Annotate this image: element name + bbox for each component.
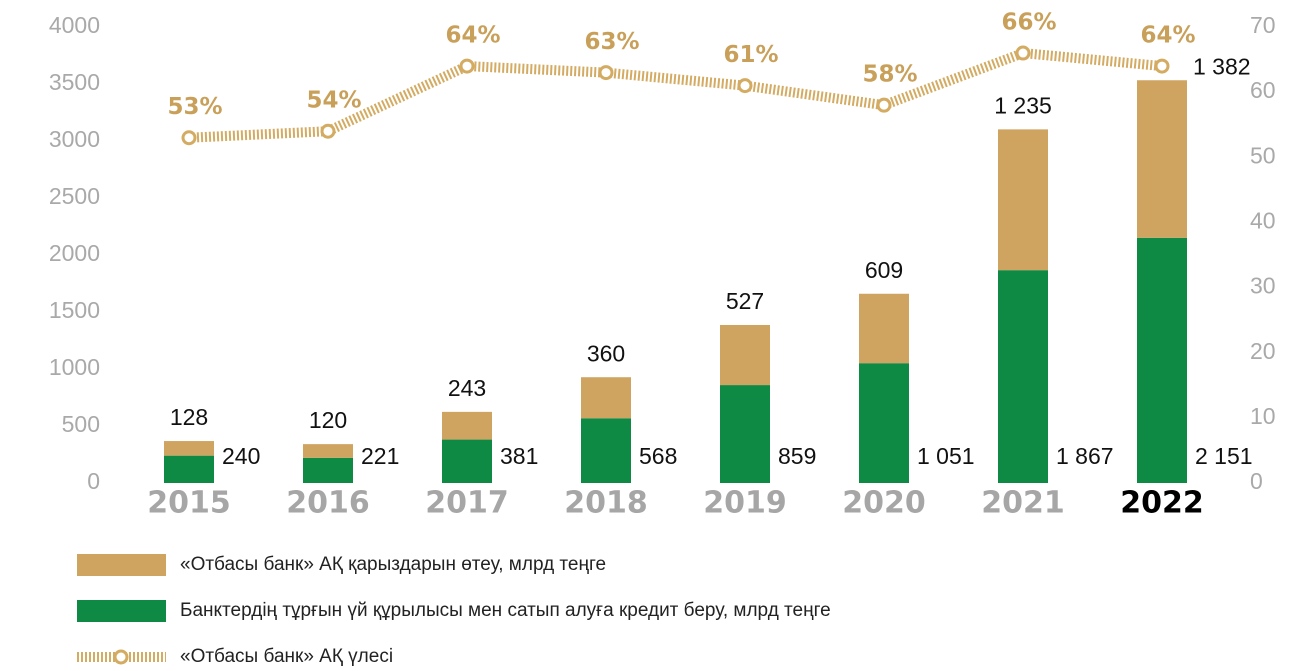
y-tick-label: 0 <box>87 468 100 494</box>
line-point <box>459 58 475 74</box>
x-tick-label: 2015 <box>147 486 231 521</box>
line-label: 63% <box>584 29 639 55</box>
value-label: 568 <box>639 443 677 469</box>
bar-segment <box>581 377 631 419</box>
legend-swatch <box>77 554 166 576</box>
y2-tick-label: 10 <box>1250 403 1276 429</box>
legend-label: «Отбасы банк» АҚ үлесі <box>180 646 393 667</box>
y-tick-label: 500 <box>62 411 100 437</box>
bar-segment <box>303 444 353 458</box>
y-tick-label: 3000 <box>49 126 100 152</box>
bar-segment <box>164 441 214 456</box>
y2-tick-label: 50 <box>1250 142 1276 168</box>
value-label: 609 <box>865 257 903 283</box>
line-label: 66% <box>1001 10 1056 36</box>
legend-label: «Отбасы банк» АҚ қарыздарын өтеу, млрд т… <box>180 554 606 575</box>
line-point <box>1015 45 1031 61</box>
line-label: 53% <box>167 94 222 120</box>
legend-swatch <box>77 600 166 622</box>
bar-segment <box>303 457 353 483</box>
x-tick-label: 2017 <box>425 486 509 521</box>
x-tick-label: 2019 <box>703 486 787 521</box>
bar-segment <box>581 418 631 483</box>
legend-swatch <box>113 649 129 665</box>
value-label: 120 <box>309 407 347 433</box>
bar-segment <box>1137 237 1187 483</box>
x-tick-label: 2022 <box>1120 486 1204 521</box>
x-tick-label: 2016 <box>286 486 370 521</box>
value-label: 1 382 <box>1193 53 1251 79</box>
bar-segment <box>720 324 770 386</box>
line-point <box>320 123 336 139</box>
bar-segment <box>998 129 1048 271</box>
line-point <box>181 130 197 146</box>
line-point <box>598 65 614 81</box>
y2-tick-label: 40 <box>1250 208 1276 234</box>
line-label: 64% <box>1140 23 1195 49</box>
line-label: 58% <box>862 62 917 88</box>
y-tick-label: 2500 <box>49 183 100 209</box>
value-label: 1 867 <box>1056 443 1114 469</box>
y2-tick-label: 20 <box>1250 338 1276 364</box>
bar-segment <box>1137 80 1187 238</box>
line-label: 54% <box>306 88 361 114</box>
line-label: 61% <box>723 42 778 68</box>
y2-tick-label: 70 <box>1250 12 1276 38</box>
bar-segment <box>720 385 770 483</box>
bar-segment <box>164 455 214 483</box>
y-tick-label: 1500 <box>49 297 100 323</box>
y2-tick-label: 60 <box>1250 77 1276 103</box>
y2-tick-label: 30 <box>1250 273 1276 299</box>
line-point <box>737 78 753 94</box>
bar-segment <box>998 270 1048 483</box>
bar-segment <box>859 293 909 364</box>
value-label: 859 <box>778 443 816 469</box>
bar-segment <box>442 439 492 483</box>
value-label: 360 <box>587 340 625 366</box>
y-tick-label: 2000 <box>49 240 100 266</box>
x-tick-label: 2020 <box>842 486 926 521</box>
value-label: 1 235 <box>994 92 1052 118</box>
line-point <box>1154 58 1170 74</box>
value-label: 527 <box>726 288 764 314</box>
bar-segment <box>859 363 909 483</box>
line <box>188 47 1163 143</box>
value-label: 128 <box>170 404 208 430</box>
y-tick-label: 1000 <box>49 354 100 380</box>
line-label: 64% <box>445 23 500 49</box>
y-tick-label: 4000 <box>49 12 100 38</box>
x-tick-label: 2018 <box>564 486 648 521</box>
y2-tick-label: 0 <box>1250 468 1263 494</box>
line-point <box>876 97 892 113</box>
value-label: 1 051 <box>917 443 975 469</box>
value-label: 221 <box>361 443 399 469</box>
y-tick-label: 3500 <box>49 69 100 95</box>
value-label: 243 <box>448 375 486 401</box>
value-label: 381 <box>500 443 538 469</box>
bar-segment <box>442 411 492 440</box>
value-label: 2 151 <box>1195 443 1253 469</box>
legend-label: Банктердің тұрғын үй құрылысы мен сатып … <box>180 600 831 621</box>
x-tick-label: 2021 <box>981 486 1065 521</box>
value-label: 240 <box>222 443 260 469</box>
